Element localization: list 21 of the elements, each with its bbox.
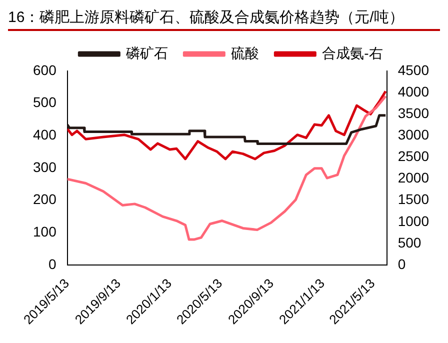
legend-label: 硫酸	[231, 44, 260, 61]
y2-tick-label: 500	[398, 234, 422, 250]
y-tick-label: 600	[33, 62, 57, 78]
chart-title: 16：磷肥上游原料磷矿石、硫酸及合成氨价格趋势（元/吨）	[8, 8, 440, 31]
y-tick-label: 200	[33, 191, 57, 208]
y2-tick-label: 2500	[398, 148, 430, 164]
y2-tick-label: 4500	[398, 62, 430, 78]
y2-tick-label: 0	[398, 256, 406, 272]
y-tick-label: 500	[33, 94, 57, 110]
y2-tick-label: 1000	[398, 212, 430, 229]
y-tick-label: 300	[33, 158, 57, 175]
y2-tick-label: 4000	[398, 83, 430, 100]
y-tick-label: 100	[33, 224, 57, 240]
y2-tick-label: 3500	[398, 104, 430, 121]
y2-tick-label: 1500	[398, 191, 430, 208]
y-tick-label: 0	[48, 256, 57, 272]
legend-label: 合成氨-右	[322, 44, 383, 61]
legend-label: 磷矿石	[125, 44, 168, 61]
y2-tick-label: 2000	[398, 170, 430, 186]
y2-tick-label: 3000	[398, 126, 430, 143]
y-tick-label: 400	[33, 126, 57, 143]
